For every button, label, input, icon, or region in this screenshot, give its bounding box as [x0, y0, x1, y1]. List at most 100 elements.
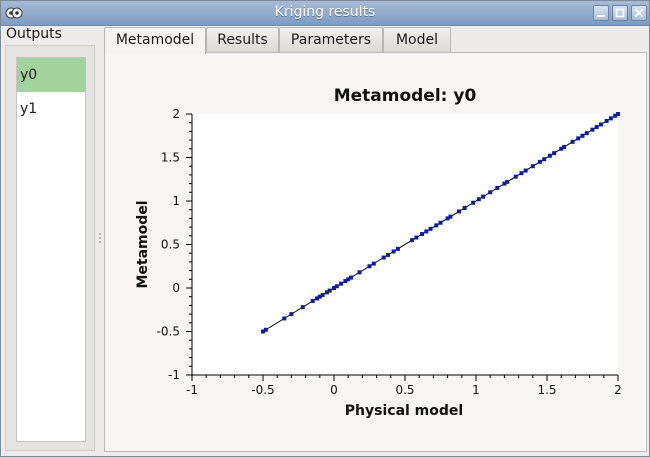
x-tick-label: 1: [472, 383, 480, 397]
data-point: [357, 270, 362, 275]
title-bar[interactable]: Kriging results: [1, 1, 649, 26]
data-point: [523, 168, 528, 173]
outputs-label: Outputs: [6, 26, 62, 42]
data-point: [289, 312, 294, 317]
data-point: [547, 153, 552, 158]
outputs-list[interactable]: y0 y1: [16, 57, 86, 442]
data-point: [616, 112, 620, 116]
data-point: [314, 296, 319, 301]
data-point: [570, 139, 575, 144]
app-icon: [5, 7, 23, 19]
data-point: [604, 118, 609, 123]
data-point: [320, 292, 325, 297]
x-tick-label: 1.5: [537, 383, 556, 397]
data-point: [594, 125, 599, 130]
data-point: [590, 127, 595, 132]
data-point: [530, 164, 535, 169]
data-point: [502, 181, 507, 186]
tab-metamodel[interactable]: Metamodel: [104, 27, 206, 54]
data-point: [349, 275, 354, 280]
data-point: [481, 194, 486, 199]
x-tick-label: 2: [614, 383, 622, 397]
data-point: [339, 281, 344, 286]
minimize-icon: [597, 15, 605, 17]
metamodel-chart: Metamodel: y0 -1 -0.5 0 0.5 1 1.5 2 -1 -0.5 0 0.5 1 1…: [135, 86, 622, 419]
data-point: [580, 133, 585, 138]
data-point: [495, 185, 500, 190]
data-point: [261, 329, 265, 334]
data-point: [346, 277, 351, 282]
y-tick-label: 1: [172, 194, 180, 208]
x-axis-label: Physical model: [345, 403, 463, 419]
data-point: [385, 252, 390, 257]
data-point: [434, 223, 439, 228]
y-tick-label: 2: [172, 107, 180, 121]
minimize-button[interactable]: [593, 5, 609, 21]
maximize-icon: [615, 8, 625, 18]
tab-model[interactable]: Model: [383, 27, 451, 52]
data-point: [410, 238, 415, 243]
x-tick-label: -0.5: [251, 383, 274, 397]
data-point: [371, 261, 376, 266]
data-point: [562, 145, 567, 150]
data-point: [576, 136, 581, 141]
tab-results[interactable]: Results: [206, 27, 279, 52]
x-tick-label: 0.5: [395, 383, 414, 397]
y-tick-label: 0: [172, 281, 180, 295]
y-tick-label: -1: [168, 368, 180, 382]
data-point: [456, 209, 461, 214]
close-icon: [634, 8, 644, 18]
y-tick-label: 1.5: [161, 151, 180, 165]
window-title: Kriging results: [274, 4, 376, 20]
data-point: [381, 255, 386, 260]
close-button[interactable]: [631, 5, 647, 21]
data-point: [608, 116, 613, 121]
data-point: [542, 157, 547, 162]
data-point: [448, 214, 453, 219]
data-point: [559, 146, 564, 151]
data-point: [332, 286, 336, 290]
y-axis-label: Metamodel: [135, 200, 151, 288]
data-point: [282, 316, 287, 321]
data-point: [343, 279, 348, 284]
data-point: [317, 294, 322, 299]
data-point: [395, 246, 400, 251]
data-point: [537, 159, 542, 164]
data-point: [367, 264, 372, 269]
data-point: [513, 174, 518, 179]
data-point: [488, 190, 493, 195]
data-point: [300, 305, 305, 310]
data-point: [476, 197, 481, 202]
data-point: [438, 220, 443, 225]
y-tick-label: -0.5: [157, 325, 180, 339]
splitter-handle[interactable]: [99, 233, 101, 247]
output-item-y1[interactable]: y1: [20, 101, 38, 117]
x-tick-label: -1: [186, 383, 198, 397]
tab-parameters[interactable]: Parameters: [279, 27, 383, 52]
data-point: [263, 327, 268, 332]
data-point: [613, 113, 618, 118]
data-point: [324, 290, 329, 295]
data-point: [552, 151, 557, 156]
data-point: [471, 200, 476, 205]
data-point: [391, 249, 396, 254]
x-tick-label: 0: [330, 383, 338, 397]
data-point: [445, 216, 450, 221]
data-point: [584, 131, 589, 136]
data-point: [519, 171, 524, 176]
data-point: [462, 205, 467, 210]
y-tick-label: 0.5: [161, 238, 180, 252]
data-point: [414, 235, 419, 240]
data-point: [505, 179, 510, 184]
chart-title: Metamodel: y0: [334, 86, 477, 106]
data-point: [420, 232, 425, 237]
maximize-button[interactable]: [612, 5, 628, 21]
data-point: [598, 122, 603, 127]
data-point: [428, 226, 433, 231]
data-point: [424, 229, 429, 234]
data-point: [327, 288, 332, 293]
output-item-y0[interactable]: y0: [17, 58, 85, 92]
data-point: [310, 299, 315, 304]
data-point: [334, 284, 339, 289]
